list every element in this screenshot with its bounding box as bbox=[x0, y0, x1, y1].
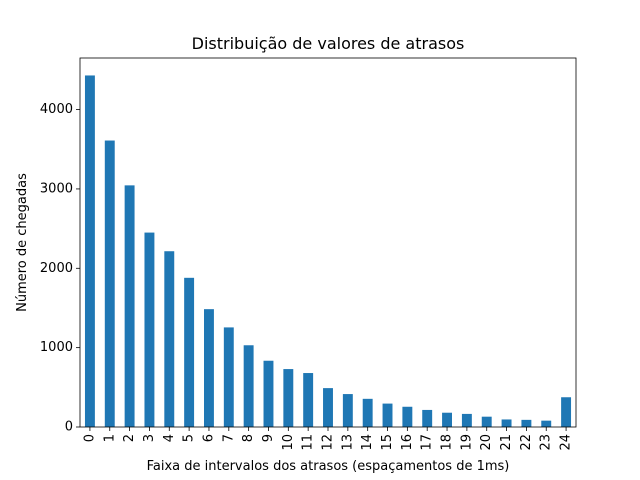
bar-23 bbox=[541, 420, 552, 427]
x-tick-label: 14 bbox=[360, 434, 375, 451]
x-tick-label: 6 bbox=[201, 434, 216, 442]
plot-frame bbox=[79, 57, 577, 428]
bar-18 bbox=[442, 412, 452, 427]
bar-13 bbox=[342, 394, 353, 427]
bar-17 bbox=[422, 409, 433, 427]
x-tick-label: 23 bbox=[539, 434, 554, 451]
x-tick-label: 19 bbox=[459, 434, 474, 451]
bar-7 bbox=[223, 327, 234, 427]
bar-0 bbox=[84, 75, 95, 427]
y-axis-label: Número de chegadas bbox=[15, 173, 30, 312]
x-tick-label: 10 bbox=[281, 434, 296, 451]
bar-9 bbox=[263, 360, 274, 427]
x-tick-label: 18 bbox=[440, 434, 455, 451]
x-tick-label: 13 bbox=[340, 434, 355, 451]
bar-22 bbox=[521, 419, 532, 427]
x-tick-label: 22 bbox=[519, 434, 534, 451]
x-tick-label: 21 bbox=[499, 434, 514, 451]
bar-6 bbox=[204, 309, 214, 427]
x-tick-label: 24 bbox=[559, 434, 574, 451]
x-tick-label: 12 bbox=[321, 434, 336, 451]
bar-15 bbox=[382, 403, 393, 427]
x-tick-label: 8 bbox=[241, 434, 256, 442]
y-tick-label: 2000 bbox=[40, 261, 73, 276]
bar-3 bbox=[144, 232, 155, 427]
x-tick-label: 2 bbox=[122, 434, 137, 442]
x-tick-label: 5 bbox=[182, 434, 197, 442]
bar-11 bbox=[303, 373, 314, 427]
x-tick-label: 0 bbox=[82, 434, 97, 442]
bar-16 bbox=[402, 406, 413, 427]
bar-12 bbox=[323, 388, 333, 427]
bar-19 bbox=[461, 413, 472, 427]
bar-5 bbox=[184, 277, 195, 427]
bar-20 bbox=[481, 416, 492, 427]
bar-2 bbox=[124, 185, 135, 427]
x-tick-label: 4 bbox=[162, 434, 177, 442]
bar-14 bbox=[362, 398, 373, 427]
bar-1 bbox=[104, 140, 115, 427]
y-tick-label: 1000 bbox=[40, 340, 73, 355]
bar-8 bbox=[243, 345, 254, 427]
y-tick-label: 0 bbox=[65, 420, 73, 435]
x-tick-label: 7 bbox=[221, 434, 236, 442]
y-tick-label: 3000 bbox=[40, 181, 73, 196]
x-tick-label: 15 bbox=[380, 434, 395, 451]
x-tick-label: 11 bbox=[301, 434, 316, 451]
y-tick-label: 4000 bbox=[40, 102, 73, 117]
x-axis-ticks: 0 1 2 3 4 5 6 7 8 9 10 11 12 13 14 15 16 17 18 19 20 21 22 23 24 bbox=[82, 427, 574, 451]
x-axis-label: Faixa de intervalos dos atrasos (espaçam… bbox=[147, 459, 510, 474]
x-tick-label: 3 bbox=[142, 434, 157, 442]
bar-4 bbox=[164, 251, 175, 427]
bar-21 bbox=[501, 419, 512, 427]
x-tick-label: 16 bbox=[400, 434, 415, 451]
chart-title: Distribuição de valores de atrasos bbox=[192, 34, 465, 53]
x-tick-label: 9 bbox=[261, 434, 276, 442]
x-tick-label: 1 bbox=[102, 434, 117, 442]
x-tick-label: 17 bbox=[420, 434, 435, 451]
bar-24 bbox=[561, 397, 572, 427]
x-tick-label: 20 bbox=[479, 434, 494, 451]
y-axis-ticks: 0 1000 2000 3000 4000 bbox=[40, 102, 80, 435]
bar-10 bbox=[283, 369, 294, 427]
bars-group bbox=[84, 75, 572, 427]
